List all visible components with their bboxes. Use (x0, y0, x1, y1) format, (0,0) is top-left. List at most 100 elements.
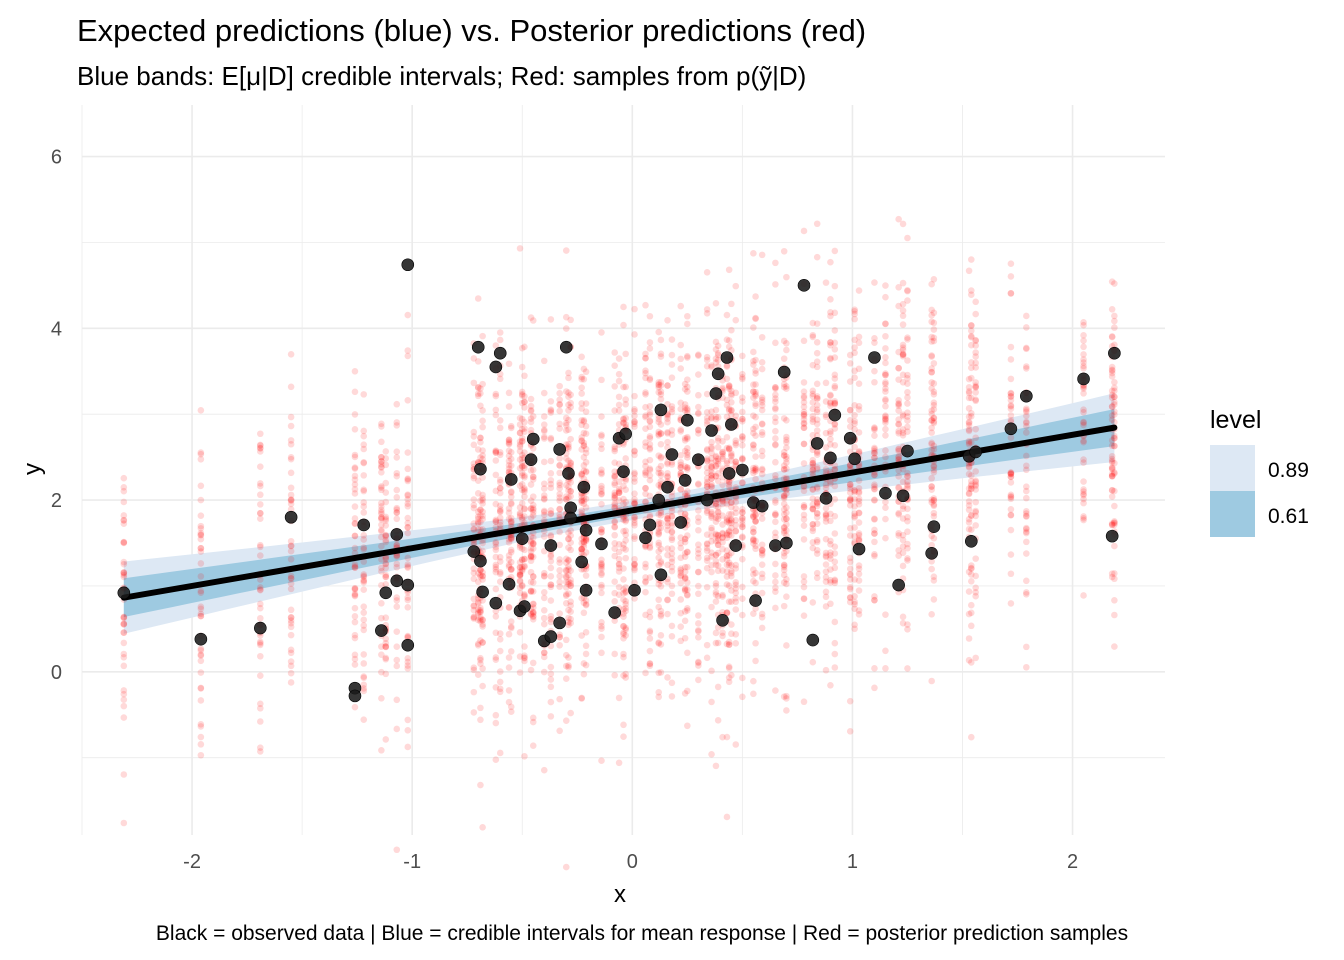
posterior-sample-point (470, 565, 478, 572)
posterior-sample-point (470, 526, 478, 534)
observed-point (777, 365, 791, 379)
posterior-sample-point (518, 486, 526, 494)
posterior-sample-point (256, 718, 264, 725)
posterior-sample-point (620, 586, 627, 593)
observed-point (617, 465, 630, 479)
posterior-sample-point (360, 391, 368, 398)
posterior-sample-point (518, 451, 526, 459)
observed-point (564, 511, 577, 525)
posterior-sample-point (556, 541, 563, 549)
posterior-sample-point (664, 472, 671, 480)
posterior-sample-point (529, 501, 537, 509)
posterior-sample-point (529, 613, 537, 621)
posterior-sample-point (712, 457, 720, 465)
posterior-sample-point (1023, 510, 1030, 517)
posterior-sample-point (846, 583, 854, 591)
posterior-sample-point (547, 615, 555, 623)
posterior-sample-point (783, 692, 790, 700)
posterior-sample-point (567, 527, 574, 534)
posterior-sample-point (521, 493, 528, 500)
posterior-sample-point (752, 517, 759, 525)
posterior-sample-point (547, 670, 555, 678)
posterior-sample-point (582, 600, 590, 608)
posterior-sample-point (567, 399, 574, 407)
posterior-sample-point (695, 541, 702, 548)
posterior-sample-point (556, 462, 563, 469)
posterior-sample-point (615, 478, 623, 485)
posterior-sample-point (752, 293, 759, 300)
posterior-sample-point (611, 479, 618, 487)
posterior-sample-point (580, 670, 588, 678)
posterior-sample-point (518, 480, 526, 488)
posterior-sample-point (518, 438, 526, 445)
posterior-sample-point (1023, 466, 1030, 474)
posterior-sample-point (470, 606, 478, 614)
posterior-sample-point (681, 585, 689, 592)
posterior-sample-point (256, 491, 264, 499)
posterior-sample-point (518, 392, 526, 399)
posterior-sample-point (393, 472, 401, 480)
posterior-sample-point (562, 493, 570, 500)
posterior-sample-point (732, 282, 740, 290)
posterior-sample-point (930, 513, 938, 520)
posterior-sample-point (871, 516, 878, 523)
posterior-sample-point (703, 557, 711, 564)
posterior-sample-point (631, 564, 638, 572)
posterior-sample-point (562, 496, 570, 503)
posterior-sample-point (646, 434, 654, 442)
posterior-sample-point (655, 511, 663, 518)
posterior-sample-point (620, 419, 627, 427)
posterior-sample-point (972, 468, 979, 475)
posterior-sample-point (120, 539, 128, 546)
posterior-sample-point (360, 536, 368, 543)
posterior-sample-point (714, 541, 722, 549)
posterior-sample-point (750, 324, 757, 331)
posterior-sample-point (256, 515, 264, 522)
posterior-sample-point (505, 452, 513, 460)
posterior-sample-point (800, 408, 808, 416)
posterior-sample-point (895, 420, 902, 428)
posterior-sample-point (723, 375, 731, 383)
posterior-sample-point (712, 557, 720, 565)
posterior-sample-point (360, 687, 368, 695)
posterior-sample-point (351, 453, 359, 461)
posterior-sample-point (382, 670, 390, 678)
posterior-sample-point (578, 437, 585, 445)
posterior-sample-point (540, 620, 548, 628)
posterior-sample-point (393, 494, 401, 501)
posterior-sample-point (827, 430, 834, 437)
posterior-sample-point (708, 483, 715, 490)
posterior-sample-point (714, 567, 722, 575)
posterior-sample-point (620, 383, 627, 391)
posterior-sample-point (507, 533, 515, 540)
posterior-sample-point (287, 454, 295, 461)
posterior-sample-point (712, 406, 720, 414)
posterior-sample-point (505, 552, 513, 559)
posterior-sample-point (496, 558, 504, 565)
posterior-sample-point (930, 399, 938, 406)
posterior-sample-point (565, 393, 572, 400)
posterior-sample-point (393, 628, 401, 635)
posterior-sample-point (479, 623, 486, 630)
posterior-sample-point (470, 520, 478, 527)
posterior-sample-point (622, 537, 630, 544)
posterior-sample-point (351, 485, 359, 493)
posterior-sample-point (813, 465, 821, 473)
posterior-sample-point (725, 663, 733, 670)
posterior-sample-point (582, 504, 590, 511)
posterior-sample-point (527, 666, 535, 674)
posterior-sample-point (470, 613, 478, 621)
posterior-sample-point (664, 460, 671, 468)
posterior-sample-point (813, 380, 821, 388)
posterior-sample-point (556, 572, 563, 580)
posterior-sample-point (540, 533, 548, 540)
posterior-sample-point (642, 578, 649, 586)
posterior-sample-point (393, 846, 401, 854)
posterior-sample-point (695, 409, 702, 417)
posterior-sample-point (615, 407, 623, 414)
posterior-sample-point (831, 354, 839, 361)
posterior-sample-point (582, 430, 590, 437)
posterior-sample-point (664, 545, 671, 552)
posterior-sample-point (556, 490, 563, 498)
posterior-sample-point (668, 351, 676, 359)
